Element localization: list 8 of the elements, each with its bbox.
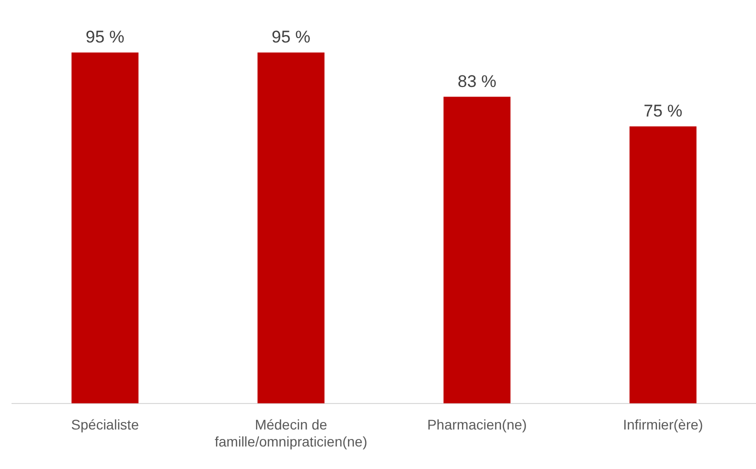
data-label: 75 % — [644, 102, 682, 121]
data-label: 95 % — [272, 28, 310, 47]
data-label: 95 % — [86, 28, 124, 47]
data-label: 83 % — [458, 72, 496, 91]
x-tick-label: Pharmacien(ne) — [427, 416, 527, 433]
x-tick-label: Spécialiste — [71, 416, 140, 433]
x-tick-label: Infirmier(ère) — [622, 416, 704, 433]
x-tick-label: Médecin de famille/omnipraticien(ne) — [214, 416, 368, 450]
